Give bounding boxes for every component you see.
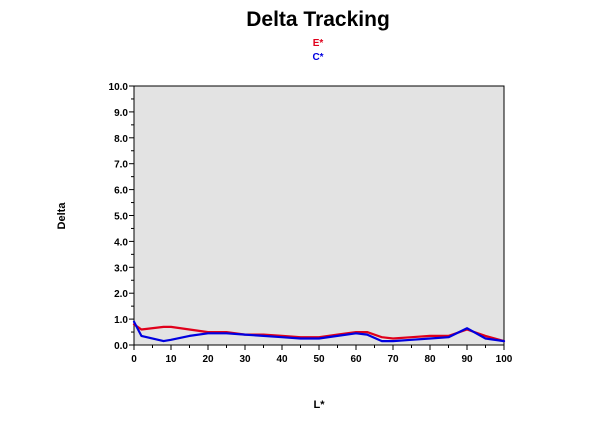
- y-tick-label: 8.0: [114, 134, 128, 145]
- y-tick-label: 6.0: [114, 186, 128, 197]
- y-tick-label: 0.0: [114, 341, 128, 352]
- x-tick-label: 100: [496, 354, 513, 365]
- x-axis: 0 10 20 30 40 50 60 70 80 90 100: [131, 345, 513, 365]
- series-line-c: [132, 320, 506, 343]
- y-tick-label: 10.0: [109, 82, 129, 93]
- x-tick-label: 90: [461, 354, 473, 365]
- y-tick-label: 7.0: [114, 160, 128, 171]
- legend-entry-e: E*: [312, 38, 324, 49]
- y-axis-label: Delta: [56, 202, 68, 230]
- y-axis: 0.0 1.0 2.0 3.0 4.0 5.0 6.0 7.0 8.0 9.0 10.0: [109, 82, 134, 352]
- y-tick-label: 1.0: [114, 315, 128, 326]
- y-tick-label: 3.0: [114, 263, 128, 274]
- x-tick-label: 70: [387, 354, 399, 365]
- x-tick-label: 30: [239, 354, 251, 365]
- series-line-e: [132, 323, 506, 343]
- y-tick-label: 2.0: [114, 289, 128, 300]
- y-tick-label: 4.0: [114, 237, 128, 248]
- x-tick-label: 0: [131, 354, 137, 365]
- plot-area: [133, 85, 505, 346]
- x-tick-label: 40: [276, 354, 288, 365]
- x-tick-label: 60: [350, 354, 362, 365]
- x-tick-label: 20: [202, 354, 214, 365]
- x-tick-label: 10: [165, 354, 177, 365]
- y-tick-label: 9.0: [114, 108, 128, 119]
- chart-title: Delta Tracking: [246, 8, 390, 31]
- x-tick-label: 80: [424, 354, 436, 365]
- series-group: [132, 320, 506, 343]
- x-axis-label: L*: [314, 399, 326, 411]
- y-tick-label: 5.0: [114, 212, 128, 223]
- legend-entry-c: C*: [312, 52, 324, 63]
- x-tick-label: 50: [313, 354, 325, 365]
